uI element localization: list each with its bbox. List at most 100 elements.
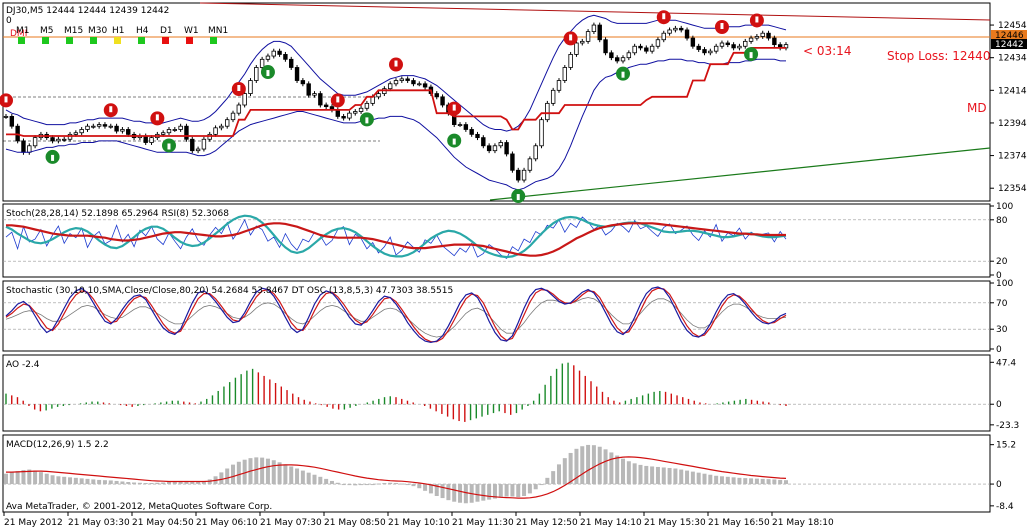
macd-histogram-bar (725, 476, 730, 485)
macd-histogram-bar (231, 464, 236, 485)
macd-histogram-bar (481, 484, 486, 501)
price-tag-upper-bg (991, 30, 1027, 40)
axis-tick-label: -23.3 (996, 421, 1019, 431)
macd-histogram-bar (446, 484, 451, 501)
candle-body (434, 93, 439, 98)
macd-histogram-bar (760, 478, 765, 485)
macd-histogram-bar (417, 484, 422, 489)
candle-body (120, 129, 125, 132)
macd-histogram-bar (364, 484, 369, 486)
price-tag-current-bg (991, 39, 1027, 49)
stoch-rsi-series: 100 80 20 0 (3, 202, 1013, 281)
trendline-upper[interactable] (199, 2, 991, 21)
md-label: MD (967, 101, 987, 115)
price-tag-current: 12442 (995, 40, 1024, 50)
macd-histogram-bar (463, 484, 468, 504)
macd-histogram-bar (79, 478, 84, 485)
candle-body (486, 145, 492, 152)
trendline-lower[interactable] (489, 147, 991, 201)
candle-body (574, 42, 579, 55)
candle-body (626, 52, 632, 59)
stoch-main-line (5, 214, 787, 259)
buy-signal-marker-arrow (516, 194, 520, 201)
axis-tick-label: 100 (996, 202, 1013, 212)
axis-tick-label: 30 (996, 325, 1008, 335)
macd-histogram-bar (388, 482, 393, 485)
macd-histogram-bar (85, 478, 90, 485)
candle-body (772, 37, 777, 46)
macd-histogram-bar (405, 484, 410, 486)
macd-histogram-bar (626, 461, 631, 485)
timeframe-label: M30 (88, 26, 107, 36)
candle-body (364, 102, 370, 109)
candle-body (411, 80, 416, 85)
stochastic-panel-frame (2, 280, 991, 352)
candle-body (143, 135, 148, 143)
time-tick-label: 21 May 08:50 (324, 518, 386, 528)
candle-body (737, 45, 742, 49)
time-tick-label: 21 May 10:10 (388, 518, 450, 528)
macd-histogram-bar (632, 463, 637, 485)
macd-histogram-bar (260, 457, 265, 485)
main-price-axis: 12454 12434 12414 12394 12374 12354 (990, 21, 1027, 194)
timeframe-status-square (114, 37, 121, 44)
macd-histogram-bar (731, 477, 736, 485)
copyright-text: Ava MetaTrader, © 2001-2012, MetaQuotes … (6, 502, 272, 512)
candle-body (102, 124, 108, 127)
candle-body (254, 67, 259, 81)
macd-histogram-bar (15, 471, 20, 485)
macd-histogram-bar (609, 452, 614, 485)
timeframe-label: M1 (16, 26, 30, 36)
main-price-series (3, 14, 789, 191)
candle-body (422, 83, 428, 88)
candle-body (481, 137, 486, 147)
time-tick-label: 21 May 12:50 (516, 518, 578, 528)
macd-histogram-bar (102, 480, 107, 485)
macd-histogram-bar (394, 483, 398, 485)
macd-histogram-bar (754, 478, 759, 485)
axis-tick-label: 47.4 (996, 358, 1016, 368)
bollinger-upper-line (5, 14, 787, 132)
time-tick-label: 21 May 07:30 (260, 518, 322, 528)
candle-body (358, 107, 364, 112)
time-tick-label: 21 May 11:30 (452, 518, 514, 528)
buy-signal-marker-arrow (452, 138, 456, 145)
candle-body (294, 67, 300, 81)
macd-histogram-bar (225, 468, 230, 485)
candle-body (353, 111, 358, 114)
stochastic-main-line (5, 286, 787, 344)
macd-histogram-bar (382, 483, 387, 485)
trailing-stop-line (6, 47, 786, 137)
candle-body (160, 132, 166, 135)
stoch-rsi-title: Stoch(28,28,14) 52.1898 65.2964 RSI(8) 5… (6, 209, 229, 219)
candle-body (614, 57, 620, 62)
macd-histogram-bar (376, 483, 381, 485)
macd-histogram-bar (324, 478, 329, 485)
candle-body (370, 96, 375, 104)
timeframe-status-square (138, 37, 145, 44)
candle-body (585, 31, 591, 42)
macd-histogram-bar (132, 482, 137, 485)
candle-body (9, 116, 15, 127)
macd-histogram-bar (265, 458, 270, 485)
time-tick-label: 21 May 18:10 (772, 518, 834, 528)
main-panel-frame (2, 2, 991, 202)
candle-body (62, 138, 67, 141)
macd-histogram-bar (254, 457, 259, 485)
candle-body (27, 145, 32, 153)
candle-body (236, 104, 242, 114)
sell-signal-marker-arrow (4, 96, 8, 103)
macd-histogram-bar (347, 484, 352, 486)
rsi-line (5, 216, 787, 259)
candle-body (463, 124, 469, 130)
candle-body (713, 45, 719, 52)
time-tick-label: 21 May 06:10 (196, 518, 258, 528)
candle-body (417, 83, 422, 86)
candle-body (580, 40, 585, 44)
candle-body (591, 24, 597, 32)
macd-histogram-bar (4, 473, 8, 485)
macd-histogram-bar (516, 484, 521, 498)
candle-body (178, 125, 183, 130)
candle-body (644, 47, 649, 52)
